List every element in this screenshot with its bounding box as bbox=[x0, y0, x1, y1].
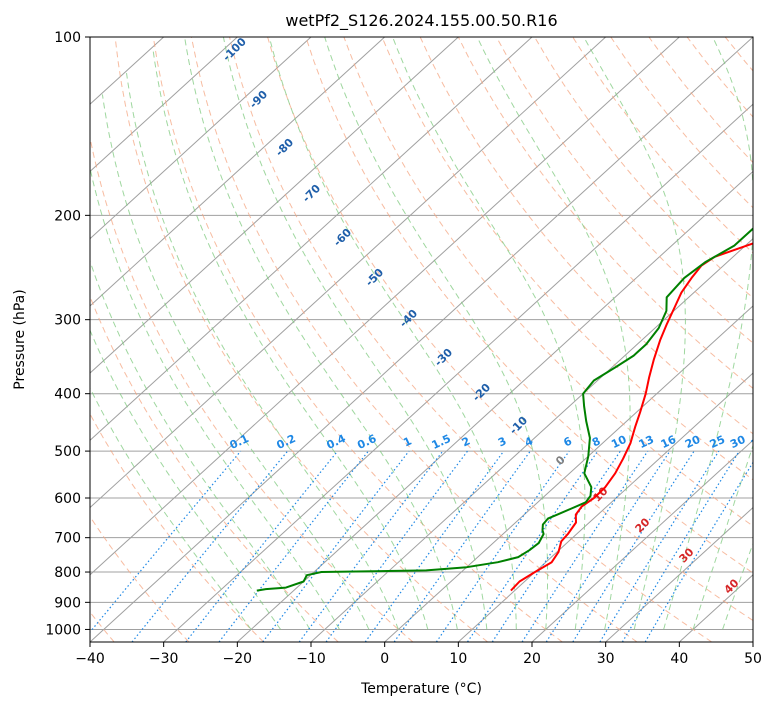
isotherm-line bbox=[90, 37, 386, 307]
dry-adiabat bbox=[114, 37, 488, 642]
moist-adiabat bbox=[90, 387, 252, 630]
isotherm-line bbox=[163, 103, 753, 642]
isotherm-line bbox=[90, 37, 238, 173]
y-tick-label: 700 bbox=[54, 531, 81, 547]
moist-adiabat bbox=[152, 49, 429, 630]
y-tick-label: 600 bbox=[54, 491, 81, 507]
mixing-ratio-line bbox=[572, 450, 695, 642]
chart-title: wetPf2_S126.2024.155.00.50.R16 bbox=[285, 11, 557, 31]
moist-adiabat bbox=[692, 444, 753, 630]
x-tick-label: 30 bbox=[597, 651, 615, 667]
dry-adiabat bbox=[495, 37, 753, 344]
x-tick-label: −40 bbox=[75, 651, 105, 667]
dry-adiabat bbox=[419, 37, 753, 435]
dry-adiabat bbox=[90, 412, 264, 642]
dry-adiabat bbox=[229, 37, 712, 642]
dry-adiabat bbox=[457, 37, 753, 389]
dry-adiabat bbox=[190, 37, 638, 642]
x-tick-label: 0 bbox=[380, 651, 389, 667]
y-tick-label: 500 bbox=[54, 444, 81, 460]
mixing-ratio-line bbox=[131, 450, 289, 642]
dry-adiabat bbox=[305, 37, 753, 574]
moist-adiabat bbox=[583, 37, 686, 630]
isotherm-line bbox=[90, 37, 753, 642]
mixing-ratio-line bbox=[621, 450, 740, 642]
moist-adiabat bbox=[101, 94, 370, 630]
mixing-ratio-label: 13 bbox=[637, 433, 656, 451]
y-tick-label: 300 bbox=[54, 313, 81, 329]
isotherm-line bbox=[236, 170, 753, 642]
mixing-ratio-line bbox=[393, 450, 531, 642]
mixing-ratio-label: 10 bbox=[609, 433, 629, 451]
mixing-ratio-label: 20 bbox=[683, 433, 703, 451]
isotherm-line bbox=[310, 237, 753, 642]
mixing-ratio-line bbox=[466, 450, 599, 642]
mixing-ratio-line bbox=[545, 450, 671, 642]
x-axis-label: Temperature (°C) bbox=[360, 681, 482, 697]
x-tick-label: 40 bbox=[670, 651, 688, 667]
x-tick-label: 20 bbox=[523, 651, 541, 667]
moist-adiabat bbox=[722, 542, 753, 630]
isotherm-line bbox=[384, 305, 753, 642]
mixing-ratio-line bbox=[185, 450, 339, 642]
y-tick-label: 1000 bbox=[45, 622, 81, 638]
mixing-ratio-label: 16 bbox=[659, 433, 679, 451]
mixing-ratio-line bbox=[521, 450, 649, 642]
mixing-ratio-line bbox=[325, 450, 468, 642]
dry-adiabat bbox=[381, 37, 753, 481]
mixing-ratio-label: 25 bbox=[708, 433, 727, 451]
moist-adiabat bbox=[90, 259, 311, 630]
isotherm-line bbox=[90, 37, 533, 442]
isotherm-line bbox=[90, 37, 680, 576]
mixing-ratio-label: 30 bbox=[728, 433, 748, 451]
dewpoint-profile bbox=[256, 226, 753, 592]
temperature-profile bbox=[510, 242, 753, 592]
y-tick-label: 400 bbox=[54, 387, 81, 403]
dry-adiabat bbox=[90, 135, 414, 642]
y-axis-label: Pressure (hPa) bbox=[12, 289, 28, 389]
y-tick-label: 100 bbox=[54, 30, 81, 46]
y-tick-label: 800 bbox=[54, 565, 81, 581]
dry-adiabat bbox=[152, 37, 563, 642]
moist-adiabat bbox=[476, 37, 631, 630]
x-tick-label: −20 bbox=[223, 651, 253, 667]
moist-adiabat bbox=[184, 37, 458, 630]
plot-frame bbox=[89, 36, 754, 643]
moist-adiabat bbox=[126, 72, 399, 630]
x-tick-label: −10 bbox=[296, 651, 326, 667]
x-tick-label: 50 bbox=[744, 651, 762, 667]
mixing-ratio-line bbox=[90, 450, 242, 633]
sounding-profiles bbox=[256, 226, 753, 592]
y-axis: 100 200 300 400 500 600 700 800 900 1000 bbox=[45, 30, 90, 638]
y-tick-label: 900 bbox=[54, 595, 81, 611]
isotherm-line bbox=[90, 37, 312, 240]
isotherm-line bbox=[90, 37, 607, 509]
mixing-ratio-line bbox=[262, 450, 410, 642]
mixing-ratio-label: 36 bbox=[749, 433, 769, 451]
y-tick-label: 200 bbox=[54, 208, 81, 224]
mixing-ratio-line bbox=[298, 450, 444, 642]
dry-adiabat bbox=[343, 37, 753, 527]
dry-adiabat bbox=[267, 37, 753, 622]
mixing-ratio-line bbox=[435, 450, 570, 642]
isotherm-line bbox=[531, 439, 753, 642]
moist-adiabat bbox=[324, 37, 549, 630]
mixing-ratio-line bbox=[364, 450, 505, 642]
dry-adiabat bbox=[90, 515, 190, 642]
moist-adiabat bbox=[663, 37, 753, 630]
moist-adiabat bbox=[222, 37, 488, 630]
isotherm-line bbox=[457, 372, 753, 642]
background-lines bbox=[90, 37, 753, 642]
x-tick-label: −30 bbox=[149, 651, 179, 667]
moist-adiabat bbox=[90, 328, 281, 630]
dry-adiabat bbox=[534, 37, 753, 299]
isotherm-line bbox=[605, 506, 753, 642]
x-axis: −40 −30 −20 −10 0 10 20 30 40 50 bbox=[75, 642, 762, 667]
isotherm-line bbox=[90, 37, 459, 374]
x-tick-label: 10 bbox=[449, 651, 467, 667]
